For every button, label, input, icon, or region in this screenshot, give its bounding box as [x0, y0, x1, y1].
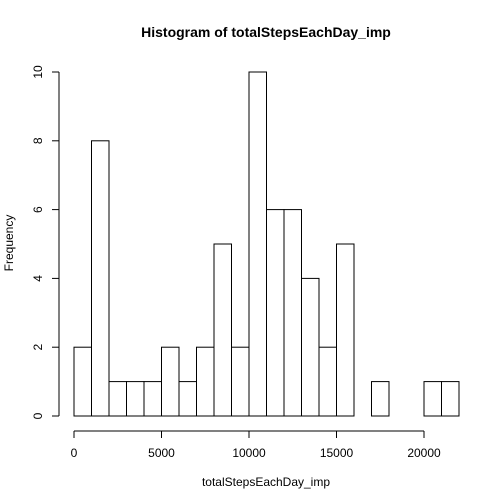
- histogram-bar: [372, 382, 390, 416]
- x-axis: 0 5000 10000 15000 20000: [71, 431, 441, 460]
- histogram-bar: [302, 278, 320, 416]
- histogram-bar: [424, 382, 442, 416]
- y-tick-label: 8: [31, 137, 45, 144]
- y-tick-label: 4: [31, 275, 45, 282]
- histogram-bar: [74, 347, 92, 416]
- y-tick-label: 0: [31, 412, 45, 419]
- histogram-bar: [442, 382, 460, 416]
- histogram-bar: [284, 210, 302, 416]
- histogram-bar: [197, 347, 215, 416]
- histogram-bar: [249, 72, 267, 416]
- histogram-bar: [92, 141, 110, 416]
- x-tick-label: 5000: [148, 446, 175, 460]
- histogram-bar: [127, 382, 145, 416]
- x-tick-label: 20000: [407, 446, 441, 460]
- y-tick-label: 10: [31, 65, 45, 79]
- x-axis-label: totalStepsEachDay_imp: [202, 475, 330, 489]
- x-tick-label: 10000: [232, 446, 266, 460]
- histogram-bars: [74, 72, 459, 416]
- y-tick-label: 6: [31, 206, 45, 213]
- y-axis: 0 2 4 6 8 10: [31, 65, 59, 419]
- histogram-bar: [319, 347, 337, 416]
- y-axis-label: Frequency: [2, 215, 16, 272]
- histogram-bar: [267, 210, 285, 416]
- x-tick-label: 15000: [320, 446, 354, 460]
- histogram-bar: [214, 244, 232, 416]
- y-tick-label: 2: [31, 344, 45, 351]
- histogram-bar: [162, 347, 180, 416]
- histogram-bar: [109, 382, 127, 416]
- histogram-bar: [232, 347, 250, 416]
- histogram-bar: [337, 244, 355, 416]
- chart-title: Histogram of totalStepsEachDay_imp: [141, 24, 391, 40]
- histogram-bar: [144, 382, 162, 416]
- x-tick-label: 0: [71, 446, 78, 460]
- histogram-bar: [179, 382, 197, 416]
